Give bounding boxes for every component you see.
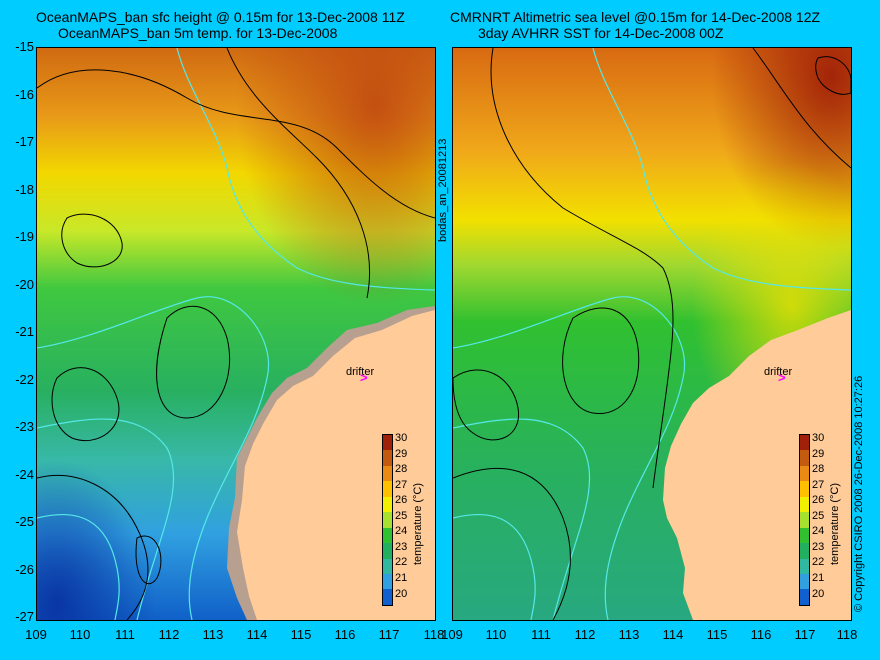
drifter-label-left: drifter: [346, 366, 375, 378]
x-tick: 114: [246, 627, 268, 642]
colorbar-scale: [382, 434, 393, 606]
colorbar-tick: 23: [395, 541, 408, 553]
x-tick: 113: [202, 627, 224, 642]
colorbar-tick: 23: [812, 541, 825, 553]
colorbar-segment: [383, 496, 392, 513]
copyright-label: © Copyright CSIRO 2008 26-Dec-2008 10:27…: [853, 375, 865, 612]
x-tick: 116: [750, 627, 772, 642]
colorbar-tick: 27: [812, 479, 825, 491]
colorbar-segment: [383, 558, 392, 574]
colorbar-tick: 21: [812, 572, 825, 584]
colorbar-segment: [800, 450, 809, 466]
right-map-panel: [452, 47, 852, 621]
drifter-marker-right: >: [778, 370, 786, 385]
colorbar-segment: [800, 512, 809, 528]
colorbar-tick: 28: [395, 463, 408, 475]
y-tick: -25: [15, 514, 34, 529]
x-tick: 115: [706, 627, 728, 642]
left-map: [37, 48, 435, 620]
colorbar-tick: 28: [812, 463, 825, 475]
colorbar-segment: [383, 589, 392, 605]
right-map: [453, 48, 851, 620]
drifter-marker-left: >: [360, 370, 368, 385]
x-tick: 115: [290, 627, 312, 642]
colorbar-tick: 29: [395, 448, 408, 460]
colorbar-tick: 26: [395, 494, 408, 506]
colorbar-segment: [800, 496, 809, 513]
x-tick: 117: [794, 627, 816, 642]
colorbar-tick: 30: [812, 432, 825, 444]
colorbar-segment: [800, 481, 809, 497]
colorbar-segment: [383, 573, 392, 590]
y-tick: -23: [15, 419, 34, 434]
colorbar-tick: 30: [395, 432, 408, 444]
left-title-line1: OceanMAPS_ban sfc height @ 0.15m for 13-…: [36, 9, 405, 25]
colorbar-tick: 26: [812, 494, 825, 506]
colorbar-segment: [383, 465, 392, 482]
y-tick: -18: [15, 182, 34, 197]
left-map-panel: [36, 47, 436, 621]
colorbar-segment: [383, 527, 392, 544]
y-tick: -26: [15, 562, 34, 577]
x-tick: 110: [69, 627, 91, 642]
x-tick: 116: [334, 627, 356, 642]
x-tick: 118: [423, 627, 445, 642]
run-id-label: bodas_an_20081213: [437, 138, 449, 242]
y-tick: -15: [15, 39, 34, 54]
colorbar-tick: 20: [395, 588, 408, 600]
right-title-line2: 3day AVHRR SST for 14-Dec-2008 00Z: [478, 25, 724, 41]
x-tick: 109: [441, 627, 463, 642]
x-tick: 110: [485, 627, 507, 642]
colorbar-segment: [800, 465, 809, 482]
colorbar-scale: [799, 434, 810, 606]
colorbar-segment: [383, 543, 392, 559]
y-tick: -19: [15, 229, 34, 244]
colorbar-segment: [800, 573, 809, 590]
colorbar-segment: [383, 481, 392, 497]
x-tick: 113: [618, 627, 640, 642]
colorbar-tick: 22: [812, 556, 825, 568]
colorbar-tick: 24: [395, 525, 408, 537]
y-tick: -24: [15, 467, 34, 482]
colorbar-segment: [800, 543, 809, 559]
colorbar-tick: 25: [395, 510, 408, 522]
right-title-line1: CMRNRT Altimetric sea level @0.15m for 1…: [450, 9, 821, 25]
colorbar-tick: 24: [812, 525, 825, 537]
colorbar-tick: 22: [395, 556, 408, 568]
colorbar-title: temperature (°C): [829, 482, 841, 565]
y-tick: -22: [15, 372, 34, 387]
colorbar-segment: [383, 450, 392, 466]
x-tick: 111: [115, 627, 135, 642]
x-tick: 112: [158, 627, 180, 642]
x-tick: 112: [574, 627, 596, 642]
colorbar-tick: 27: [395, 479, 408, 491]
x-tick: 118: [836, 627, 858, 642]
colorbar-tick: 21: [395, 572, 408, 584]
drifter-label-right: drifter: [764, 366, 793, 378]
x-tick: 114: [662, 627, 684, 642]
left-title-line2: OceanMAPS_ban 5m temp. for 13-Dec-2008: [58, 25, 338, 41]
y-tick: -21: [15, 324, 34, 339]
y-tick: -27: [15, 609, 34, 624]
y-tick: -17: [15, 134, 34, 149]
y-tick: -20: [15, 277, 34, 292]
x-tick: 109: [25, 627, 47, 642]
colorbar-tick: 20: [812, 588, 825, 600]
colorbar-tick: 25: [812, 510, 825, 522]
y-tick: -16: [15, 87, 34, 102]
x-tick: 117: [378, 627, 400, 642]
x-tick: 111: [531, 627, 551, 642]
colorbar-segment: [383, 435, 392, 451]
colorbar-segment: [800, 527, 809, 544]
colorbar-segment: [800, 589, 809, 605]
colorbar-title: temperature (°C): [412, 482, 424, 565]
colorbar-segment: [383, 512, 392, 528]
colorbar-tick: 29: [812, 448, 825, 460]
colorbar-segment: [800, 435, 809, 451]
colorbar-segment: [800, 558, 809, 574]
